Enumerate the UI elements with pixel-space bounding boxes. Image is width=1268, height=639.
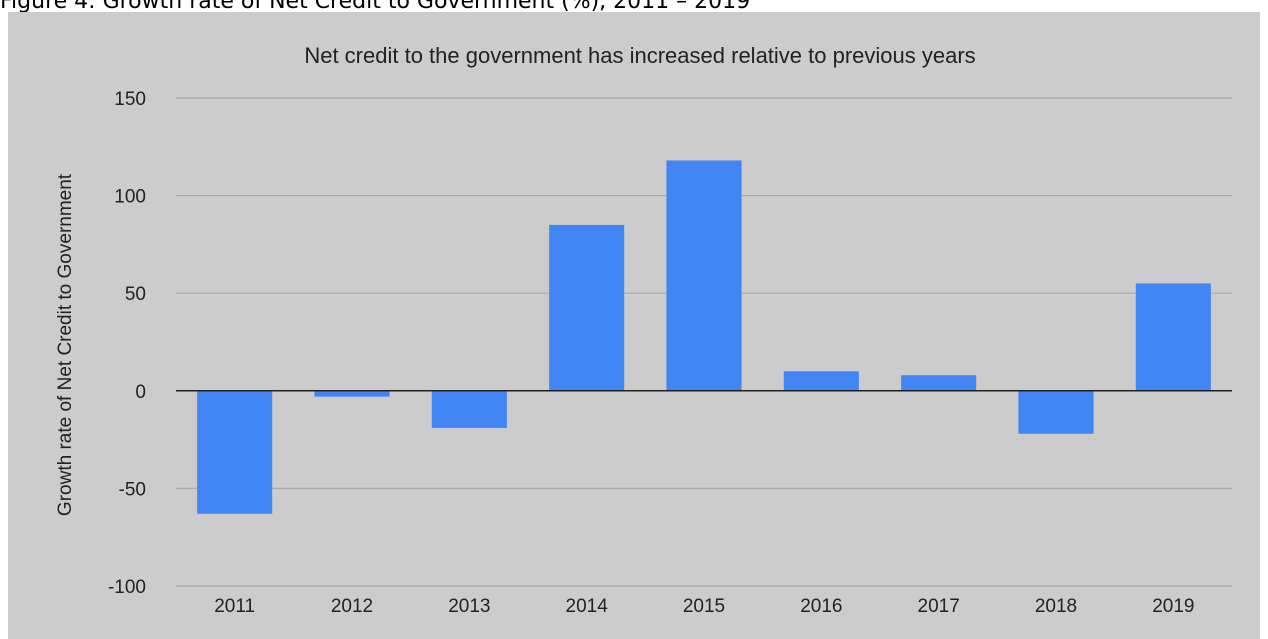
bars [197, 160, 1211, 514]
x-tick-label: 2019 [1152, 596, 1194, 617]
bar-2017 [901, 375, 977, 391]
x-tick-label: 2017 [918, 596, 960, 617]
bar-2016 [783, 371, 859, 391]
chart-title: Net credit to the government has increas… [304, 43, 975, 68]
bar-2019 [1135, 283, 1211, 391]
y-tick-label: -50 [119, 479, 146, 500]
figure-caption: Figure 4: Growth rate of Net Credit to G… [0, 0, 751, 14]
bar-2012 [314, 390, 390, 397]
x-tick-label: 2015 [683, 596, 725, 617]
bar-2013 [431, 390, 507, 428]
y-tick-label: 0 [135, 382, 146, 403]
bar-2014 [549, 224, 625, 391]
bar-2018 [1018, 390, 1094, 434]
x-tick-label: 2016 [800, 596, 842, 617]
y-axis-label: Growth rate of Net Credit to Government [55, 173, 76, 516]
chart-panel [8, 12, 1260, 639]
x-tick-label: 2011 [214, 596, 255, 617]
y-tick-label: -100 [108, 577, 146, 598]
x-tick-label: 2012 [331, 596, 373, 617]
y-axis-ticks: 150 100 50 0 -50 -100 [108, 89, 146, 598]
bar-2015 [666, 160, 742, 391]
y-tick-label: 150 [114, 89, 146, 110]
y-tick-label: 100 [114, 187, 146, 208]
x-tick-label: 2014 [566, 596, 609, 617]
x-tick-label: 2013 [448, 596, 490, 617]
x-tick-label: 2018 [1035, 596, 1077, 617]
x-axis-ticks: 2011 2012 2013 2014 2015 2016 2017 2018 2019 [214, 596, 1194, 617]
y-tick-label: 50 [125, 284, 146, 305]
bar-2011 [197, 390, 273, 514]
